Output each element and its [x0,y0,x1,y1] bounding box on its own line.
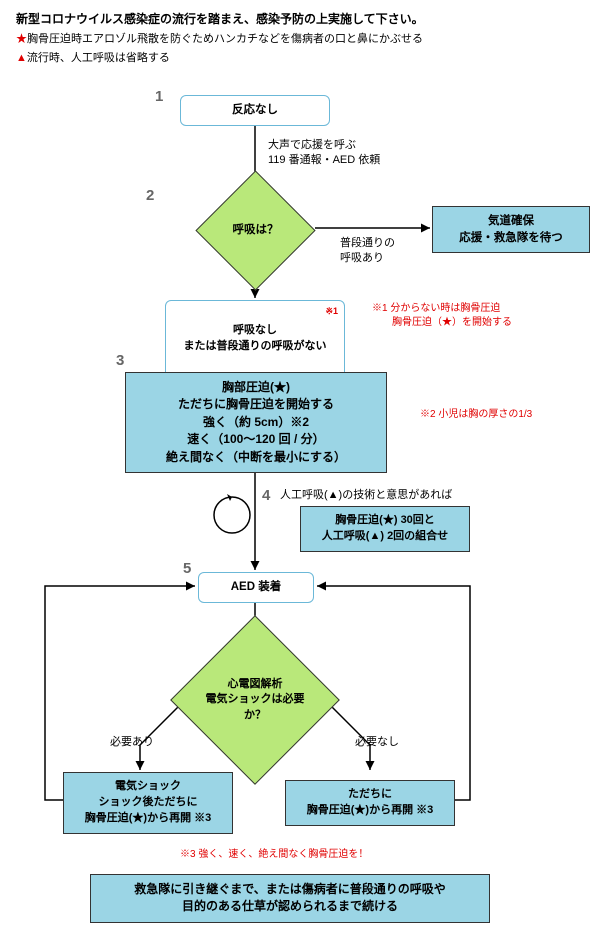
node-footer: 救急隊に引き継ぐまで、または傷病者に普段通りの呼吸や 目的のある仕草が認められる… [90,874,490,923]
header-note-2-text: 流行時、人工呼吸は省略する [27,52,170,64]
step-number-1: 1 [155,88,163,105]
edge-shock-not-needed: 必要なし [355,735,399,750]
step-number-3: 3 [116,352,124,369]
flowchart-canvas: 新型コロナウイルス感染症の流行を踏まえ、感染予防の上実施して下さい。 ★胸骨圧迫… [0,0,610,936]
edge-breath-normal: 普段通りの 呼吸あり [340,236,395,266]
edge-call-help: 大声で応援を呼ぶ 119 番通報・AED 依頼 [268,138,380,168]
sidenote-3: ※3 強く、速く、絶え間なく胸骨圧迫を！ [180,848,368,862]
step-number-2: 2 [146,187,154,204]
node-ecg-question: 心電図解析 電気ショックは必要か？ [170,615,340,785]
node-shock-no: ただちに 胸骨圧迫(★)から再開 ※3 [285,780,455,826]
node-breathing-question-text: 呼吸は？ [233,222,279,238]
node-ventilation-combo: 胸骨圧迫(★) 30回と 人工呼吸(▲) 2回の組合せ [300,506,470,552]
step-number-5: 5 [183,560,191,577]
sidenote-1: ※1 分からない時は胸骨圧迫 胸骨圧迫（★）を開始する [372,302,512,330]
node-no-breath-text: 呼吸なし または普段通りの呼吸がない [184,324,327,352]
header-title: 新型コロナウイルス感染症の流行を踏まえ、感染予防の上実施して下さい。 [16,10,594,27]
node-no-response: 反応なし [180,95,330,126]
header-note-1-text: 胸骨圧迫時エアロゾル飛散を防ぐためハンカチなどを傷病者の口と鼻にかぶせる [27,33,423,45]
node-airway: 気道確保 応援・救急隊を待つ [432,206,590,253]
node-no-breath: 呼吸なし または普段通りの呼吸がない ※1 [165,300,345,378]
header-note-1: ★胸骨圧迫時エアロゾル飛散を防ぐためハンカチなどを傷病者の口と鼻にかぶせる [16,30,594,46]
sidenote-2: ※2 小児は胸の厚さの1/3 [420,408,532,422]
node-compression: 胸部圧迫(★) ただちに胸骨圧迫を開始する 強く（約 5cm）※2 速く（100… [125,372,387,473]
triangle-icon: ▲ [16,52,27,64]
node-ecg-question-text: 心電図解析 電気ショックは必要か？ [196,677,314,723]
step-number-4: 4 [262,487,270,504]
node-aed-attach: AED 装着 [198,572,314,603]
star-icon: ★ [16,33,27,45]
no-breath-note-ref: ※1 [325,305,338,318]
header-note-2: ▲流行時、人工呼吸は省略する [16,49,594,65]
edge-shock-needed: 必要あり [110,735,154,750]
ventilation-heading: 人工呼吸(▲)の技術と意思があれば [280,488,452,503]
header-block: 新型コロナウイルス感染症の流行を踏まえ、感染予防の上実施して下さい。 ★胸骨圧迫… [0,0,610,65]
node-breathing-question: 呼吸は？ [195,170,315,290]
node-shock-yes: 電気ショック ショック後ただちに 胸骨圧迫(★)から再開 ※3 [63,772,233,834]
